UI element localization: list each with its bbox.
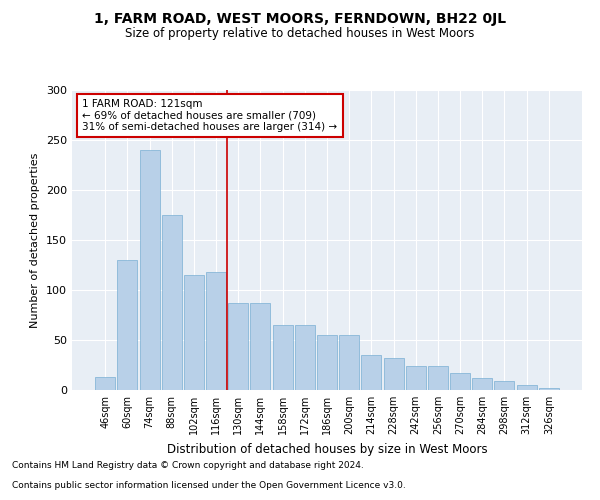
Y-axis label: Number of detached properties: Number of detached properties xyxy=(31,152,40,328)
Bar xyxy=(295,325,315,390)
X-axis label: Distribution of detached houses by size in West Moors: Distribution of detached houses by size … xyxy=(167,442,487,456)
Text: 1, FARM ROAD, WEST MOORS, FERNDOWN, BH22 0JL: 1, FARM ROAD, WEST MOORS, FERNDOWN, BH22… xyxy=(94,12,506,26)
Bar xyxy=(162,215,182,390)
Bar xyxy=(140,150,160,390)
Bar xyxy=(206,272,226,390)
Bar xyxy=(361,355,382,390)
Bar xyxy=(517,385,536,390)
Text: Contains public sector information licensed under the Open Government Licence v3: Contains public sector information licen… xyxy=(12,481,406,490)
Bar xyxy=(184,275,204,390)
Bar xyxy=(339,335,359,390)
Text: 1 FARM ROAD: 121sqm
← 69% of detached houses are smaller (709)
31% of semi-detac: 1 FARM ROAD: 121sqm ← 69% of detached ho… xyxy=(82,99,337,132)
Bar xyxy=(118,260,137,390)
Bar xyxy=(472,378,492,390)
Text: Size of property relative to detached houses in West Moors: Size of property relative to detached ho… xyxy=(125,28,475,40)
Text: Contains HM Land Registry data © Crown copyright and database right 2024.: Contains HM Land Registry data © Crown c… xyxy=(12,461,364,470)
Bar xyxy=(272,325,293,390)
Bar xyxy=(383,358,404,390)
Bar xyxy=(250,303,271,390)
Bar xyxy=(450,373,470,390)
Bar xyxy=(494,381,514,390)
Bar xyxy=(428,366,448,390)
Bar xyxy=(539,388,559,390)
Bar xyxy=(317,335,337,390)
Bar xyxy=(406,366,426,390)
Bar xyxy=(95,377,115,390)
Bar xyxy=(228,303,248,390)
